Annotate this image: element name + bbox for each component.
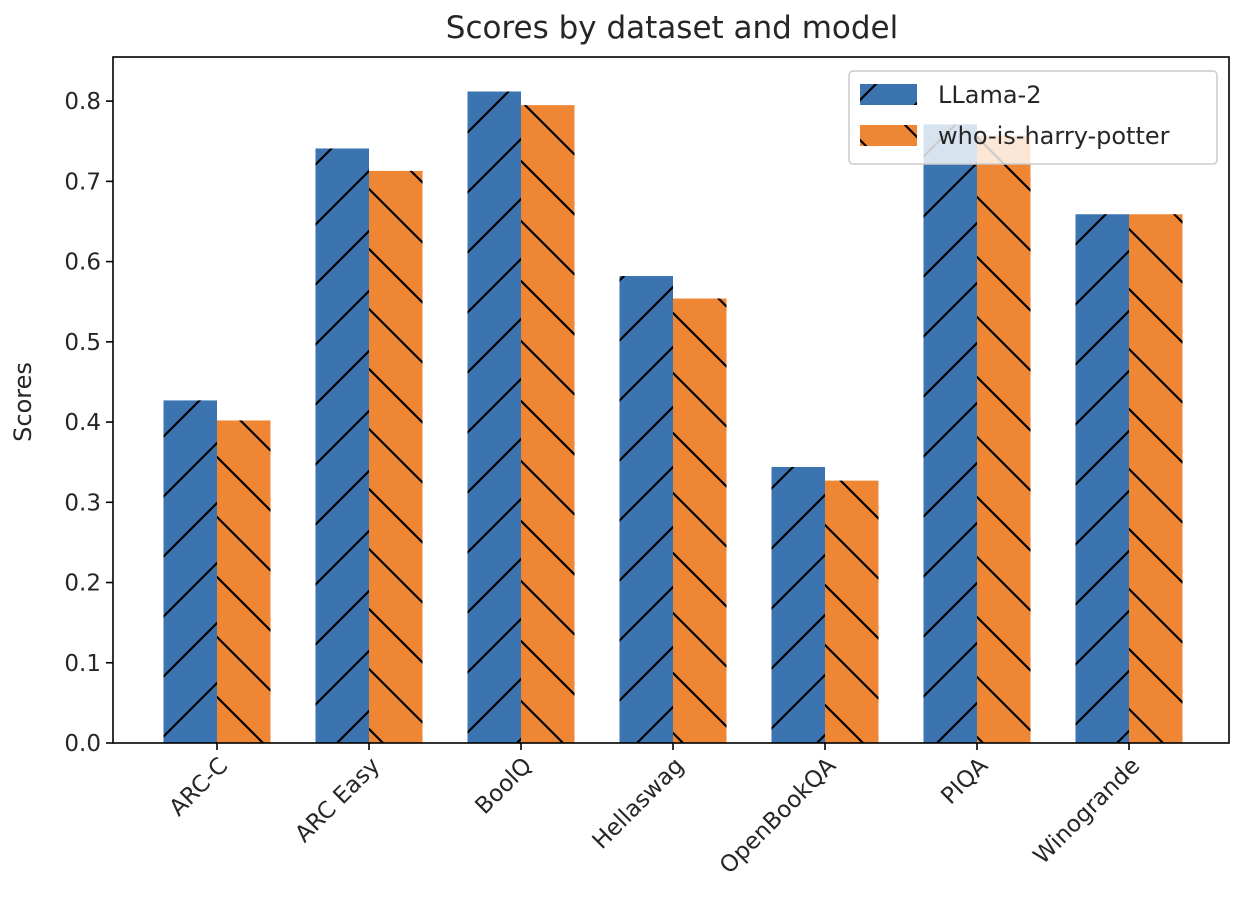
bar-hatch-1-0 bbox=[217, 420, 271, 743]
bar-hatch-0-6 bbox=[1075, 214, 1129, 743]
bar-hatch-1-6 bbox=[1129, 214, 1183, 743]
bar-hatch-0-4 bbox=[771, 466, 825, 743]
legend-box bbox=[848, 70, 1218, 165]
legend: LLama-2 who-is-harry-potter bbox=[848, 70, 1218, 165]
y-tick-label: 0.5 bbox=[64, 330, 101, 356]
legend-swatch-hatch-1 bbox=[860, 125, 917, 146]
bar-hatch-0-0 bbox=[163, 400, 217, 743]
legend-swatch-hatch-0 bbox=[860, 84, 917, 105]
y-tick-label: 0.4 bbox=[64, 410, 101, 436]
y-tick-label: 0.2 bbox=[64, 571, 101, 597]
bar-hatch-1-1 bbox=[369, 170, 423, 744]
bar-hatch-0-1 bbox=[315, 148, 369, 743]
bar-hatch-0-3 bbox=[619, 276, 673, 743]
y-tick-label: 0.3 bbox=[64, 490, 101, 516]
bar-hatch-0-2 bbox=[467, 91, 521, 743]
bar-hatch-1-3 bbox=[673, 298, 727, 743]
y-axis-label: Scores bbox=[9, 362, 37, 442]
legend-label-0: LLama-2 bbox=[938, 81, 1041, 109]
y-tick-label: 0.7 bbox=[64, 169, 101, 195]
y-tick-label: 0.1 bbox=[64, 651, 101, 677]
y-tick-label: 0.0 bbox=[64, 731, 101, 757]
bar-hatch-1-4 bbox=[825, 480, 879, 743]
y-axis: 0.0 0.1 0.2 0.3 0.4 0.5 0.6 0.7 0.8 bbox=[64, 89, 113, 757]
chart-title: Scores by dataset and model bbox=[446, 10, 898, 46]
y-tick-label: 0.8 bbox=[64, 89, 101, 115]
axes-frame bbox=[112, 56, 1230, 744]
bar-hatch-0-5 bbox=[923, 124, 977, 744]
bar-hatch-1-2 bbox=[521, 105, 575, 743]
bars-group bbox=[163, 91, 1183, 744]
bar-hatch-1-5 bbox=[977, 135, 1031, 743]
y-tick-label: 0.6 bbox=[64, 250, 101, 276]
legend-label-1: who-is-harry-potter bbox=[938, 122, 1170, 150]
